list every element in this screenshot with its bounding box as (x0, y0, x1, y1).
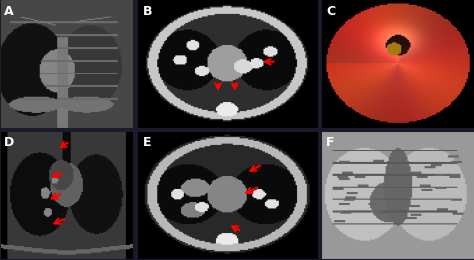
Text: D: D (4, 136, 14, 149)
Text: C: C (326, 5, 335, 18)
Text: F: F (326, 136, 335, 149)
Text: E: E (142, 136, 151, 149)
Text: A: A (4, 5, 14, 18)
Text: B: B (142, 5, 152, 18)
